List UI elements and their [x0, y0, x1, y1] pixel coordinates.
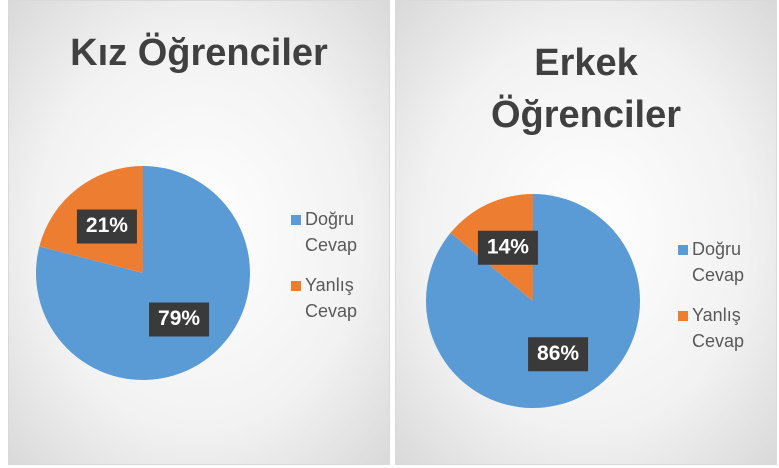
legend-item: Doğru Cevap	[678, 236, 756, 288]
chart-panel: Kız Öğrenciler 79% 21% Doğru Cevap Yanlış Ce…	[8, 0, 390, 465]
data-label-box	[477, 230, 538, 265]
data-label-box	[76, 209, 137, 244]
data-label: 86%	[537, 342, 579, 365]
legend-item: Yanlış Cevap	[291, 272, 369, 324]
data-label: 79%	[158, 307, 200, 330]
pie-chart: 79% 21%	[36, 166, 251, 381]
legend-swatch	[291, 281, 301, 291]
legend-label: Yanlış Cevap	[305, 275, 358, 321]
chart-title: Kız Öğrenciler	[70, 32, 328, 74]
legend-label: Yanlış Cevap	[692, 305, 745, 351]
data-label-box	[149, 302, 210, 337]
data-label: 14%	[487, 235, 529, 258]
legend-label: Doğru Cevap	[305, 209, 358, 255]
legend-swatch	[291, 215, 301, 225]
legend-label: Doğru Cevap	[692, 239, 745, 285]
legend-item: Yanlış Cevap	[678, 302, 756, 354]
legend: Doğru Cevap Yanlış Cevap	[291, 206, 386, 338]
legend-item: Doğru Cevap	[291, 206, 369, 258]
legend-swatch	[678, 311, 688, 321]
data-label-box	[528, 337, 589, 372]
chart-title: Erkek Öğrenciler	[490, 42, 682, 136]
data-label: 21%	[86, 214, 128, 237]
legend-swatch	[678, 245, 688, 255]
chart-panel: Erkek Öğrenciler 86% 14% Doğru Cevap Yanlış …	[395, 0, 777, 465]
legend: Doğru Cevap Yanlış Cevap	[678, 236, 773, 368]
pie-chart: 86% 14%	[426, 194, 640, 408]
